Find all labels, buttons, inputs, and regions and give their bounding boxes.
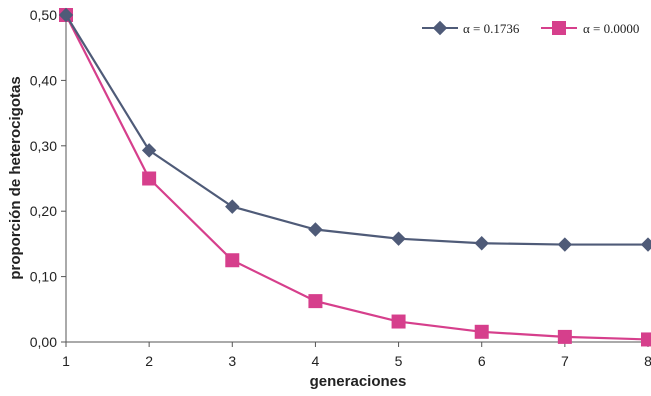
square-point: [392, 315, 405, 328]
x-tick-label: 3: [228, 353, 236, 369]
y-tick-label: 0,20: [30, 203, 57, 219]
y-tick-label: 0,10: [30, 269, 57, 285]
diamond-point: [475, 237, 488, 250]
diamond-point: [309, 223, 322, 236]
diamond-point: [392, 232, 405, 245]
x-tick-label: 4: [312, 353, 320, 369]
series-line-alpha-01736: [66, 15, 648, 245]
diamond-point: [558, 238, 571, 251]
square-point: [558, 330, 571, 343]
legend-marker: [434, 22, 447, 35]
square-point: [642, 333, 651, 346]
x-tick-label: 8: [644, 353, 651, 369]
x-tick-label: 6: [478, 353, 486, 369]
x-tick-label: 7: [561, 353, 569, 369]
x-axis-title: generaciones: [310, 373, 407, 390]
series-layer: [60, 9, 651, 346]
y-tick-label: 0,00: [30, 334, 57, 350]
diamond-point: [226, 200, 239, 213]
square-point: [309, 295, 322, 308]
legend-label: α = 0.1736: [463, 21, 520, 36]
legend: α = 0.1736 α = 0.0000: [422, 21, 639, 36]
legend-label: α = 0.0000: [583, 21, 639, 36]
square-point: [143, 172, 156, 185]
y-tick-label: 0,50: [30, 7, 57, 23]
x-tick-label: 1: [62, 353, 70, 369]
diamond-point: [642, 238, 651, 251]
square-point: [475, 325, 488, 338]
y-axis-title: proporción de heterocigotas: [7, 76, 24, 279]
legend-marker: [553, 22, 566, 35]
square-point: [226, 254, 239, 267]
y-tick-label: 0,30: [30, 138, 57, 154]
x-tick-label: 5: [395, 353, 403, 369]
x-tick-label: 2: [145, 353, 153, 369]
y-tick-label: 0,40: [30, 72, 57, 88]
diamond-point: [143, 144, 156, 157]
ticks-layer: 0,00 0,10 0,20 0,30 0,40 0,50 1 2 3 4 5 6 7 8: [30, 7, 651, 369]
